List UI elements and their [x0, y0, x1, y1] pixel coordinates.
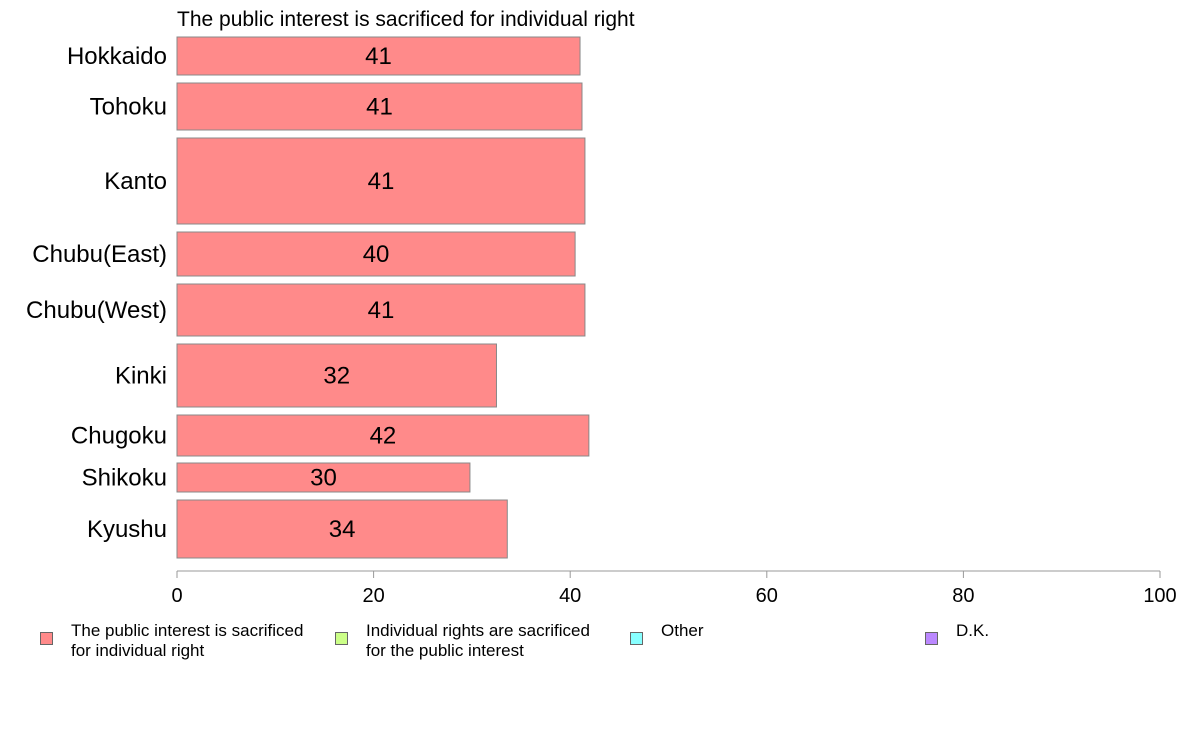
category-label: Kyushu: [87, 516, 167, 543]
category-label: Kinki: [115, 363, 167, 390]
x-tick-label: 0: [171, 585, 182, 607]
legend-swatch: [40, 632, 53, 645]
legend-label: Other: [661, 621, 704, 640]
category-label: Tohoku: [90, 94, 167, 121]
bar-hokkaido: [176, 36, 581, 76]
data-label: 32: [323, 363, 350, 390]
legend-swatch: [335, 632, 348, 645]
data-label: 41: [368, 168, 395, 195]
data-label: 40: [363, 241, 390, 268]
bar-shikoku: [176, 462, 471, 493]
bars-group: 41 Hokkaido 41 Tohoku 41 Kanto 40 Chubu(East) 41…: [26, 36, 590, 559]
category-label: Chubu(East): [32, 241, 167, 268]
category-label: Chugoku: [71, 423, 167, 450]
category-label: Chubu(West): [26, 297, 167, 324]
category-label: Kanto: [104, 168, 167, 195]
x-tick-label: 60: [756, 585, 778, 607]
data-label: 41: [365, 43, 392, 70]
data-label: 41: [366, 94, 393, 121]
x-tick-label: 80: [952, 585, 974, 607]
bar-chugoku: [176, 414, 590, 457]
legend-item-dk: D.K.: [925, 620, 989, 645]
bar-kinki: [176, 343, 497, 408]
x-tick-label: 40: [559, 585, 581, 607]
legend-label: D.K.: [956, 621, 990, 640]
data-label: 30: [310, 465, 337, 492]
legend-label: Individual rights are sacrificed for the…: [366, 621, 590, 660]
x-tick-label: 20: [362, 585, 384, 607]
chart-title: The public interest is sacrificed for in…: [177, 8, 635, 31]
bar-chubu-east-: [176, 231, 576, 277]
legend: The public interest is sacrificed for in…: [0, 620, 1188, 670]
bar-kanto: [176, 137, 586, 225]
legend-label: The public interest is sacrificed for in…: [71, 621, 304, 660]
legend-item-public-interest: The public interest is sacrificed for in…: [40, 620, 303, 661]
category-label: Hokkaido: [67, 43, 167, 70]
legend-item-other: Other: [630, 620, 704, 645]
x-axis: 0 20 40 60 80 100: [171, 570, 1177, 607]
legend-swatch: [630, 632, 643, 645]
bar-kyushu: [176, 499, 508, 559]
bar-tohoku: [176, 82, 583, 131]
data-label: 41: [368, 297, 395, 324]
data-label: 42: [370, 423, 397, 450]
bar-chubu-west-: [176, 283, 586, 337]
data-label: 34: [329, 516, 356, 543]
legend-swatch: [925, 632, 938, 645]
x-tick-label: 100: [1143, 585, 1176, 607]
legend-item-individual-rights: Individual rights are sacrificed for the…: [335, 620, 590, 661]
category-label: Shikoku: [82, 465, 167, 492]
